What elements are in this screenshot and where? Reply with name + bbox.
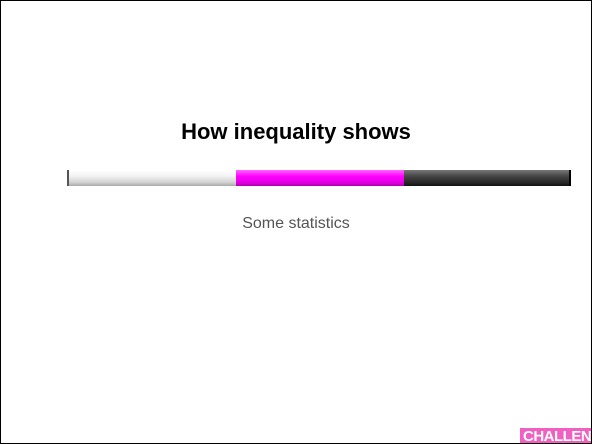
challenge-logo: CHALLENGE bbox=[520, 428, 591, 443]
decorative-bar-dark bbox=[404, 170, 571, 186]
decorative-bar-light bbox=[67, 170, 236, 186]
decorative-bar-magenta bbox=[236, 170, 404, 186]
slide-subtitle: Some statistics bbox=[242, 215, 350, 232]
bar-left-cap bbox=[67, 170, 69, 186]
slide-title: How inequality shows bbox=[181, 119, 411, 144]
bar-right-cap bbox=[569, 170, 571, 186]
